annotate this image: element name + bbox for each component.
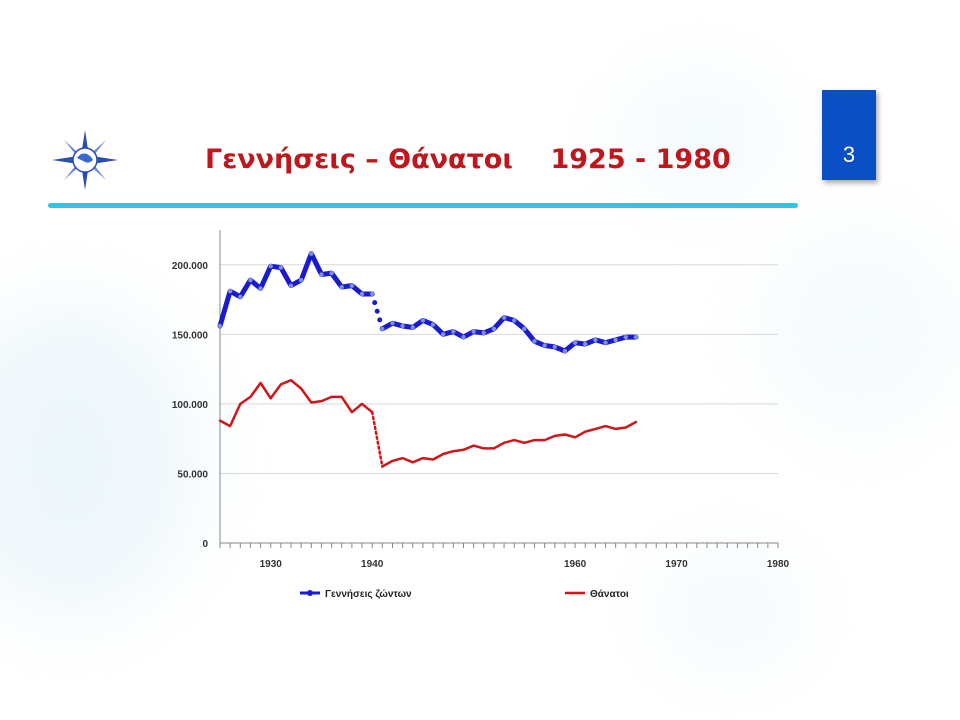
legend-label: Γεννήσεις ζώντων	[325, 589, 412, 600]
births-point	[572, 340, 578, 345]
y-tick-label: 150.000	[172, 330, 209, 341]
births-point	[329, 270, 334, 276]
title-underline	[48, 203, 798, 208]
births-point	[309, 251, 314, 256]
slide-number-badge: 3	[822, 90, 876, 180]
births-point	[248, 277, 253, 283]
births-point	[339, 284, 344, 290]
births-point	[451, 329, 456, 334]
compass-star-globe-icon	[52, 130, 118, 190]
births-point	[583, 341, 588, 347]
births-point	[542, 343, 547, 348]
x-tick-label: 1980	[767, 559, 790, 570]
births-point	[410, 325, 415, 330]
births-point	[268, 263, 273, 269]
births-point	[522, 326, 527, 331]
legend-marker	[307, 590, 313, 596]
x-tick-label: 1970	[665, 559, 688, 570]
births-point	[349, 283, 355, 288]
births-point	[623, 334, 629, 340]
births-series-line-gap	[369, 291, 385, 332]
x-tick-label: 1940	[361, 559, 384, 570]
y-tick-label: 0	[202, 539, 208, 550]
births-point	[481, 330, 486, 336]
births-point	[288, 283, 294, 288]
y-tick-label: 200.000	[172, 261, 209, 272]
y-tick-label: 50.000	[177, 469, 208, 480]
births-point	[562, 348, 568, 354]
background-blur	[660, 560, 800, 660]
births-point	[593, 337, 598, 343]
births-point	[512, 318, 517, 323]
births-point	[603, 340, 608, 345]
background-blur	[0, 300, 200, 620]
deaths-series-line-gap	[370, 410, 384, 468]
births-point	[441, 332, 446, 337]
births-point	[390, 321, 395, 326]
births-point	[298, 277, 304, 283]
slide-title: Γεννήσεις – Θάνατοι 1925 - 1980	[205, 144, 731, 175]
legend-label: Θάνατοι	[590, 589, 629, 600]
births-point	[532, 339, 537, 344]
births-point	[491, 326, 497, 331]
births-point	[461, 334, 466, 340]
deaths-series-line	[218, 378, 374, 428]
births-point	[633, 334, 639, 340]
births-point	[430, 322, 436, 327]
births-point	[380, 326, 385, 331]
births-point	[258, 286, 263, 291]
slide-number: 3	[842, 142, 856, 167]
y-tick-label: 100.000	[172, 400, 209, 411]
births-point	[369, 291, 375, 297]
births-point	[501, 315, 507, 320]
births-point	[420, 318, 426, 323]
births-point	[400, 323, 405, 329]
x-tick-label: 1930	[260, 559, 283, 570]
background-blur	[620, 80, 780, 190]
births-point	[238, 294, 243, 299]
births-point	[227, 289, 233, 294]
x-tick-label: 1960	[564, 559, 587, 570]
births-series-line	[217, 251, 375, 329]
births-deaths-line-chart: 0 50.000 100.000 150.000 200.000 1930 1940 1960…	[172, 230, 790, 600]
deaths-series-line	[381, 420, 638, 468]
births-point	[278, 265, 284, 270]
births-point	[217, 323, 223, 329]
background-blur	[760, 230, 960, 430]
births-point	[613, 337, 618, 343]
births-point	[319, 272, 324, 277]
births-point	[471, 329, 476, 334]
births-point	[552, 344, 557, 350]
births-point	[359, 291, 365, 297]
